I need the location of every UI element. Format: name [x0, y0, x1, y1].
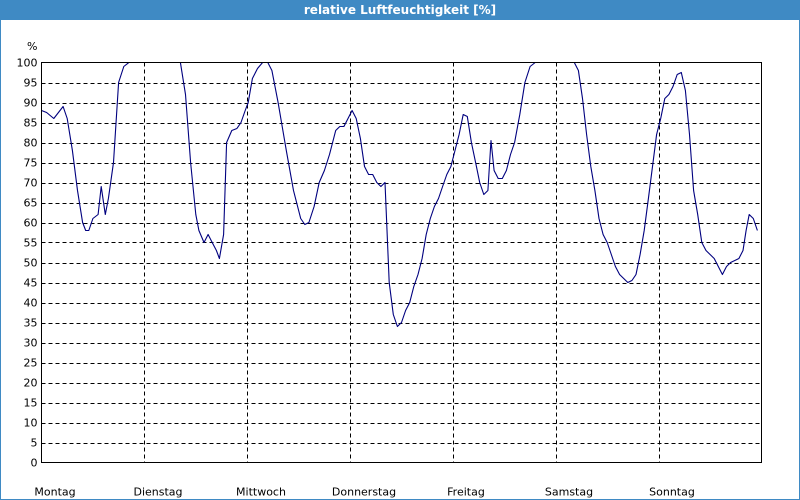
- x-tick-weekday: Mittwoch: [236, 486, 286, 499]
- x-tick-weekday: Donnerstag: [332, 486, 396, 499]
- plot-border: [41, 62, 762, 463]
- x-tick-weekday: Freitag: [447, 486, 485, 499]
- y-tick-label: 65: [24, 197, 38, 210]
- y-axis-label: %: [27, 40, 37, 53]
- y-tick-label: 75: [24, 157, 38, 170]
- y-tick-label: 70: [24, 177, 38, 190]
- y-axis-ticks: 0 5 10 15 20 25 30 35 40 45 50 55 60 65 70 75 80 85 90 95 10…: [17, 57, 38, 470]
- y-tick-label: 80: [24, 137, 38, 150]
- y-tick-label: 50: [24, 257, 38, 270]
- series: [41, 61, 758, 328]
- y-tick-label: 5: [31, 437, 38, 450]
- y-tick-label: 10: [24, 417, 38, 430]
- y-tick-label: 85: [24, 117, 38, 130]
- chart-title: relative Luftfeuchtigkeit [%]: [1, 1, 799, 20]
- x-tick-weekday: Montag: [34, 486, 75, 499]
- y-tick-label: 35: [24, 317, 38, 330]
- grid: [41, 62, 762, 463]
- y-tick-label: 30: [24, 337, 38, 350]
- y-tick-label: 40: [24, 297, 38, 310]
- y-tick-label: 55: [24, 237, 38, 250]
- y-tick-label: 0: [31, 457, 38, 470]
- y-tick-label: 100: [17, 57, 38, 70]
- x-tick-weekday: Samstag: [545, 486, 593, 499]
- y-tick-label: 45: [24, 277, 38, 290]
- x-axis-ticks: Montag15.04.13Dienstag16.04.13Mittwoch17…: [34, 486, 695, 499]
- y-tick-label: 90: [24, 97, 38, 110]
- humidity-chart: 0 5 10 15 20 25 30 35 40 45 50 55 60 65 70 75 80 85 90 95 10…: [17, 40, 762, 499]
- y-tick-label: 95: [24, 77, 38, 90]
- x-tick-weekday: Dienstag: [133, 486, 182, 499]
- y-tick-label: 60: [24, 217, 38, 230]
- y-tick-label: 15: [24, 397, 38, 410]
- y-tick-label: 25: [24, 357, 38, 370]
- y-tick-label: 20: [24, 377, 38, 390]
- series-line: [41, 61, 758, 328]
- x-tick-weekday: Sonntag: [649, 486, 695, 499]
